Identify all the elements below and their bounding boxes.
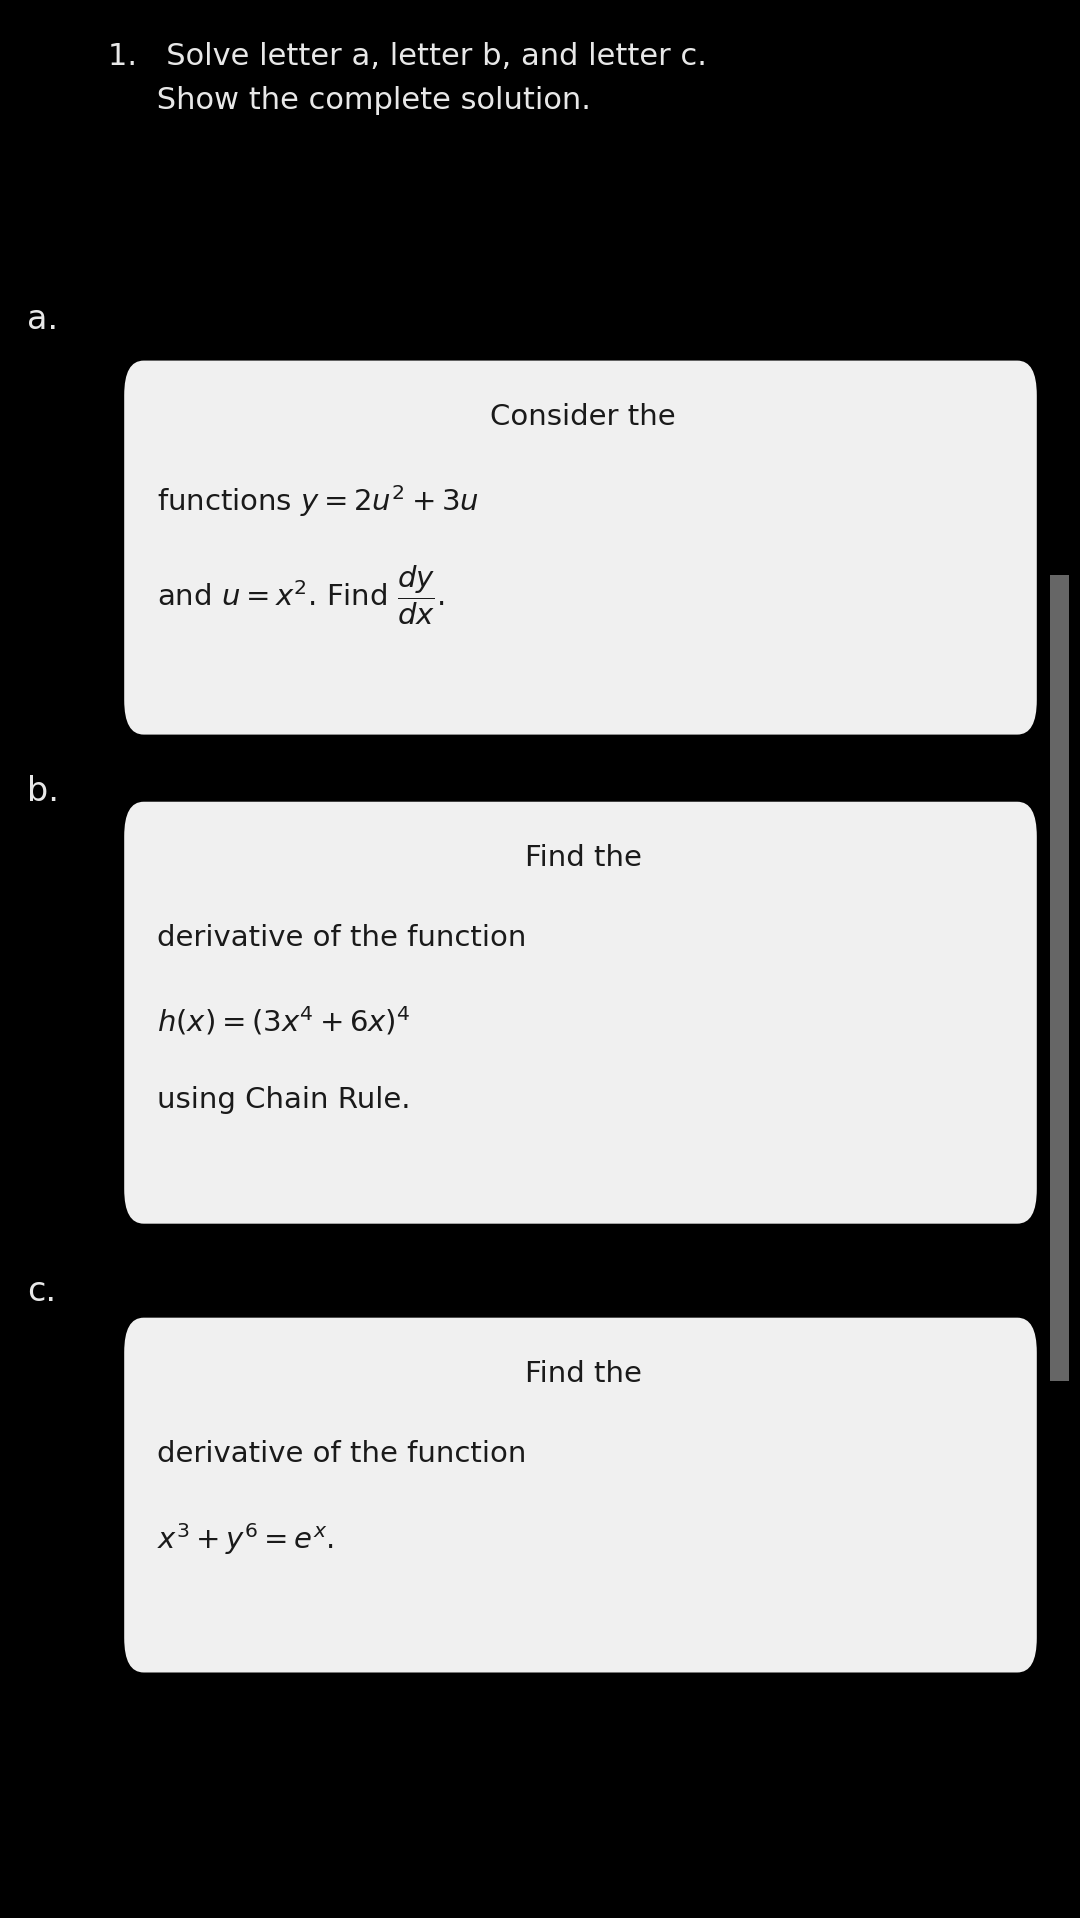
Text: a.: a. bbox=[27, 303, 58, 336]
Text: $h(x) = (3x^4 + 6x)^4$: $h(x) = (3x^4 + 6x)^4$ bbox=[157, 1005, 410, 1038]
Text: using Chain Rule.: using Chain Rule. bbox=[157, 1086, 410, 1114]
Text: b.: b. bbox=[27, 775, 59, 807]
Text: derivative of the function: derivative of the function bbox=[157, 924, 526, 953]
Text: functions $y = 2u^2 + 3u$: functions $y = 2u^2 + 3u$ bbox=[157, 483, 478, 520]
Text: and $u = x^2$. Find $\dfrac{dy}{dx}$.: and $u = x^2$. Find $\dfrac{dy}{dx}$. bbox=[157, 564, 444, 627]
Text: 1.   Solve letter a, letter b, and letter c.: 1. Solve letter a, letter b, and letter … bbox=[108, 42, 707, 71]
FancyBboxPatch shape bbox=[124, 1318, 1037, 1672]
Bar bbox=[1050, 575, 1069, 1381]
Text: Show the complete solution.: Show the complete solution. bbox=[108, 86, 591, 115]
FancyBboxPatch shape bbox=[124, 802, 1037, 1224]
Text: Consider the: Consider the bbox=[490, 403, 676, 432]
Text: c.: c. bbox=[27, 1275, 56, 1308]
Text: $x^3 + y^6 = e^x$.: $x^3 + y^6 = e^x$. bbox=[157, 1521, 334, 1557]
Text: Find the: Find the bbox=[525, 1360, 642, 1389]
Text: derivative of the function: derivative of the function bbox=[157, 1440, 526, 1469]
FancyBboxPatch shape bbox=[124, 361, 1037, 735]
Text: Find the: Find the bbox=[525, 844, 642, 873]
